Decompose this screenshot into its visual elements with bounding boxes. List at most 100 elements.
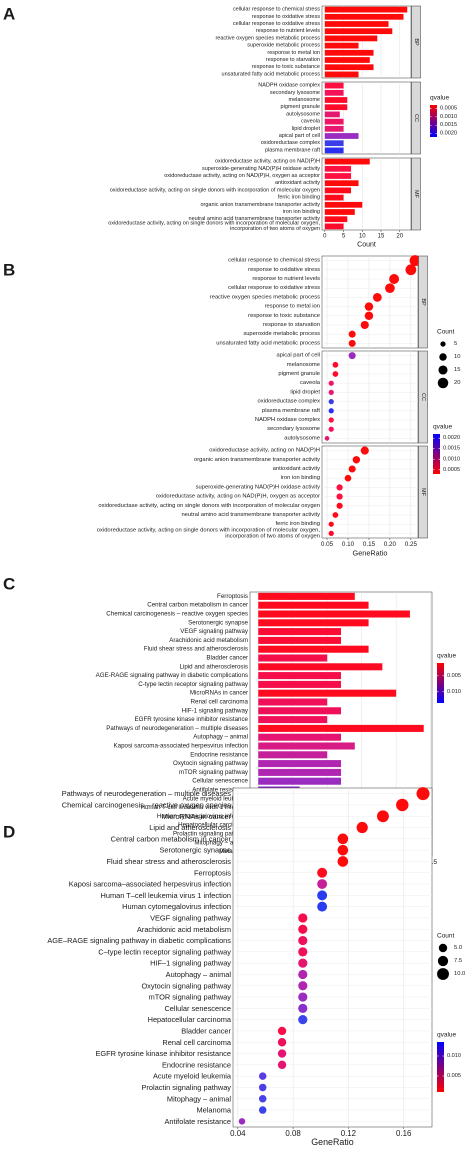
size-legend-label: 20 bbox=[454, 380, 460, 386]
category-label: oxidoreductase activity, acting on NAD(P… bbox=[209, 448, 320, 454]
category-label: Serotonergic synapse bbox=[160, 846, 232, 855]
dot bbox=[258, 1072, 267, 1080]
dot bbox=[352, 456, 361, 464]
dot bbox=[328, 408, 334, 414]
category-label: reactive oxygen species metabolic proces… bbox=[215, 35, 320, 41]
bar bbox=[258, 601, 369, 609]
colorbar-label: 0.0005 bbox=[440, 105, 457, 111]
colorbar-label: 0.0020 bbox=[443, 435, 460, 441]
dot bbox=[364, 311, 374, 321]
facet-strip bbox=[418, 350, 428, 444]
colorbar bbox=[433, 434, 440, 474]
colorbar-label: 0.0015 bbox=[443, 446, 460, 452]
category-label: Lipid and atherosclerosis bbox=[180, 663, 248, 670]
category-label: Human cytomegalovirus infection bbox=[157, 813, 249, 820]
panel-background bbox=[321, 445, 419, 539]
category-label: pigment granule bbox=[281, 104, 320, 110]
category-label: Autophagy – animal bbox=[166, 970, 232, 979]
category-label: Oxytocin signaling pathway bbox=[141, 981, 231, 990]
dot bbox=[360, 320, 369, 330]
x-tick-label: 0.10 bbox=[342, 541, 355, 548]
colorbar-label: 0.010 bbox=[447, 689, 461, 695]
bar bbox=[324, 180, 359, 187]
category-label: caveola bbox=[301, 119, 321, 125]
category-label: secondary lysosome bbox=[270, 90, 320, 96]
bar bbox=[258, 777, 341, 785]
dot bbox=[377, 810, 389, 823]
category-label: response to starvation bbox=[266, 57, 320, 63]
x-axis-title: GeneRatio bbox=[311, 1137, 353, 1147]
bar bbox=[324, 21, 389, 27]
dot bbox=[332, 361, 339, 368]
dot bbox=[317, 901, 328, 912]
size-legend-label: 5.0 bbox=[454, 945, 462, 951]
category-label: oxidoreductase complex bbox=[257, 399, 320, 405]
category-label: Prolactin signaling pathway bbox=[173, 831, 249, 838]
bar bbox=[324, 42, 359, 49]
panel-letter: B bbox=[3, 261, 15, 280]
facet-label: BP bbox=[420, 298, 426, 306]
dot bbox=[372, 293, 382, 302]
category-label: oxidoreductase complex bbox=[261, 140, 321, 146]
bar bbox=[258, 672, 341, 680]
category-label: Cellular senescence bbox=[164, 1004, 231, 1013]
facet-strip bbox=[411, 157, 421, 231]
bar bbox=[258, 689, 397, 697]
colorbar bbox=[430, 105, 437, 137]
bar bbox=[324, 49, 374, 56]
bar bbox=[324, 64, 374, 71]
x-tick-label: 0 bbox=[323, 234, 327, 240]
x-tick-label: 5 bbox=[342, 234, 346, 240]
category-label: Acute myeloid leukemia bbox=[183, 795, 249, 802]
bar bbox=[324, 209, 355, 215]
category-label: oxidoreductase activity, acting on singl… bbox=[97, 528, 321, 540]
bar bbox=[324, 165, 352, 172]
size-legend-label: 7.5 bbox=[454, 958, 462, 964]
bar bbox=[324, 194, 344, 201]
category-label: Ferroptosis bbox=[194, 868, 231, 877]
dot bbox=[277, 1038, 287, 1047]
category-label: Chemical carcinogenesis – reactive oxyge… bbox=[62, 800, 232, 809]
category-label: unsaturated fatty acid metabolic process bbox=[222, 71, 321, 77]
dot bbox=[348, 465, 356, 473]
category-label: Prolactin signaling pathway bbox=[141, 1083, 231, 1092]
category-label: Human cytomegalovirus infection bbox=[122, 902, 231, 911]
dot bbox=[298, 924, 308, 934]
x-tick-label: 20 bbox=[396, 234, 403, 240]
category-label: EGFR tyrosine kinase inhibitor resistanc… bbox=[95, 1049, 231, 1058]
dot bbox=[298, 1003, 308, 1013]
category-label: Hepatocellular carcinoma bbox=[178, 822, 248, 829]
dot bbox=[298, 992, 308, 1002]
category-label: Kaposi sarcoma-associated herpesvirus in… bbox=[114, 743, 249, 750]
bar bbox=[258, 636, 341, 644]
dot bbox=[298, 981, 308, 991]
category-label: oxidoreductase activity, acting on NAD(P… bbox=[156, 494, 320, 500]
dot bbox=[328, 530, 334, 537]
facet-label: MF bbox=[420, 488, 426, 497]
dot bbox=[298, 958, 308, 968]
dot bbox=[328, 426, 334, 432]
bar bbox=[258, 707, 341, 715]
category-label: iron ion binding bbox=[281, 475, 320, 481]
dot bbox=[396, 798, 409, 812]
category-label: Endocrine resistance bbox=[162, 1060, 231, 1069]
category-label: Chemical carcinogenesis – reactive oxyge… bbox=[106, 611, 248, 618]
category-label: Oxytocin signaling pathway bbox=[173, 760, 249, 767]
category-label: oxidoreductase activity, acting on singl… bbox=[110, 187, 320, 193]
bar bbox=[258, 628, 341, 636]
facet-label: CC bbox=[420, 393, 426, 401]
category-label: response to oxidative stress bbox=[252, 14, 320, 20]
x-tick-label: 0.15 bbox=[363, 541, 376, 548]
x-tick-label: 0.08 bbox=[285, 1129, 301, 1138]
category-label: response to toxic substance bbox=[252, 64, 320, 70]
category-label: Arachidonic acid metabolism bbox=[137, 925, 231, 934]
category-label: Hepatocellular carcinoma bbox=[148, 1015, 232, 1024]
category-label: plasma membrane raft bbox=[265, 147, 320, 153]
bar bbox=[324, 28, 393, 35]
panel-letter: D bbox=[3, 823, 15, 842]
colorbar-label: 0.005 bbox=[447, 673, 461, 679]
dot bbox=[328, 398, 334, 405]
category-label: secondary lysosome bbox=[267, 426, 320, 432]
dot bbox=[317, 879, 328, 890]
